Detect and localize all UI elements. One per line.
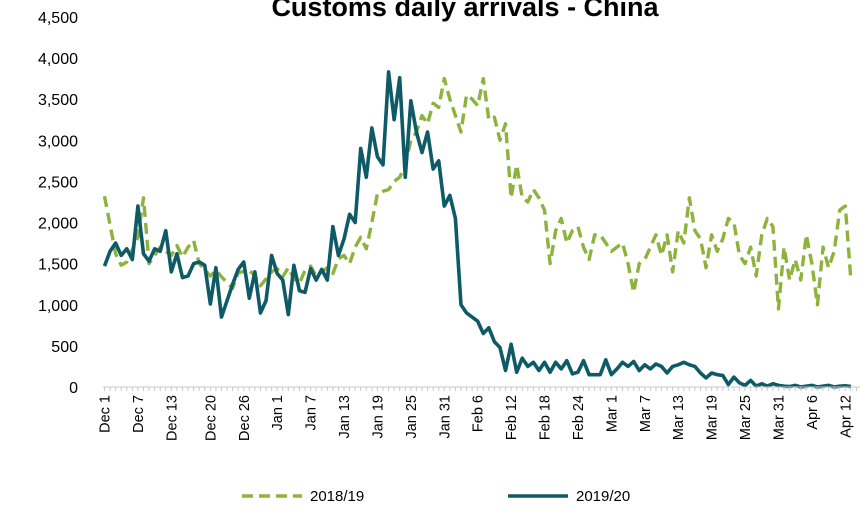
y-axis: 0 500 1,000 1,500 2,000 2,500 3,000 3,500 4,000 4… <box>38 10 78 397</box>
x-tick-label: Jan 31 <box>437 395 453 439</box>
x-tick-label: Mar 1 <box>604 395 620 432</box>
x-tick-label: Dec 20 <box>203 395 219 441</box>
y-tick-label: 4,500 <box>38 10 78 27</box>
x-tick-label: Jan 25 <box>404 395 420 439</box>
y-tick-label: 2,000 <box>38 216 78 233</box>
x-tick-label: Mar 25 <box>738 395 754 440</box>
y-tick-label: 2,500 <box>38 174 78 191</box>
series-line-2019-20 <box>103 70 852 389</box>
legend: 2018/19 2019/20 <box>242 488 630 505</box>
x-tick-label: Dec 26 <box>237 395 253 441</box>
x-tick-label: Feb 12 <box>504 395 520 440</box>
y-tick-label: 3,500 <box>38 92 78 109</box>
x-tick-label: Mar 31 <box>771 395 787 440</box>
series-line-2018-19 <box>103 76 853 311</box>
x-tick-label: Apr 12 <box>838 395 854 438</box>
x-tick-label: Feb 18 <box>538 395 554 440</box>
x-tick-label: Dec 1 <box>98 395 114 433</box>
x-tick-label: Jan 19 <box>370 395 386 439</box>
x-axis: Dec 1 Dec 7 Dec 13 Dec 20 Dec 26 Jan 1 Jan 7 Ja… <box>98 386 860 441</box>
x-tick-label: Mar 7 <box>638 395 654 432</box>
x-tick-label: Jan 13 <box>337 395 353 439</box>
chart-title: Customs daily arrivals - China <box>271 0 659 22</box>
x-tick-label: Jan 1 <box>270 395 286 430</box>
series-layer <box>103 70 853 389</box>
y-tick-label: 0 <box>69 380 78 397</box>
y-tick-label: 1,000 <box>38 298 78 315</box>
y-tick-label: 500 <box>51 339 78 356</box>
x-tick-label: Mar 13 <box>671 395 687 440</box>
x-tick-label: Jan 7 <box>304 395 320 430</box>
x-tick-label: Apr 6 <box>805 395 821 430</box>
x-tick-label: Feb 6 <box>471 395 487 432</box>
x-tick-label: Mar 19 <box>705 395 721 440</box>
legend-label-2018-19: 2018/19 <box>310 488 364 505</box>
x-tick-label: Dec 7 <box>131 395 147 433</box>
y-tick-label: 1,500 <box>38 257 78 274</box>
x-tick-label: Feb 24 <box>571 395 587 440</box>
x-tick-label: Dec 13 <box>164 395 180 441</box>
y-tick-label: 3,000 <box>38 133 78 150</box>
y-tick-label: 4,000 <box>38 51 78 68</box>
legend-label-2019-20: 2019/20 <box>576 488 630 505</box>
